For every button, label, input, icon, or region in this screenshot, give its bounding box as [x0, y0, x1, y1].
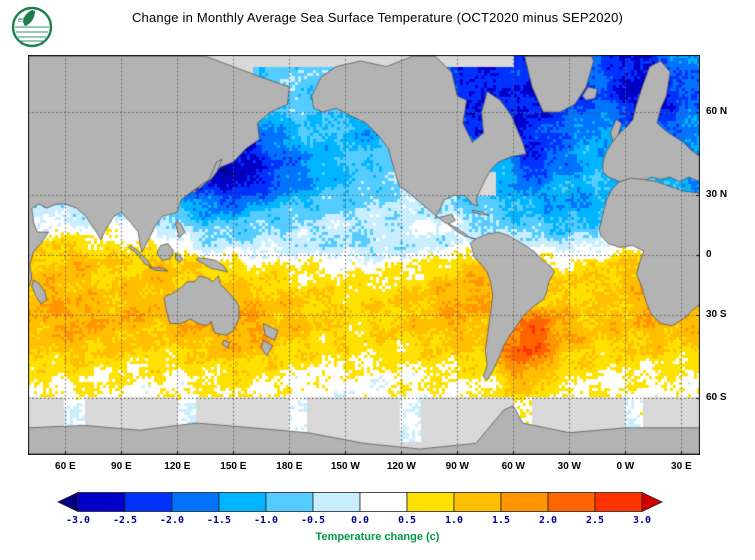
lat-tick-label: 30 S — [706, 308, 727, 320]
colorbar-tick-label: 0.5 — [397, 515, 417, 526]
colorbar-tick-label: 1.5 — [491, 515, 511, 526]
colorbar-tick-label: -0.5 — [300, 515, 326, 526]
colorbar-tick-label: 0.0 — [350, 515, 370, 526]
figure-title: Change in Monthly Average Sea Surface Te… — [131, 10, 624, 25]
lon-tick-label: 180 E — [276, 461, 303, 472]
map-area — [28, 55, 700, 455]
lon-tick-label: 0 W — [616, 461, 635, 472]
logo-text: esrl — [18, 17, 30, 24]
colorbar-tick-label: -3.0 — [65, 515, 91, 526]
lon-tick-label: 60 E — [55, 461, 76, 472]
lat-tick-label: 0 — [706, 249, 712, 260]
lon-tick-label: 120 W — [386, 461, 416, 472]
lon-tick-label: 90 E — [111, 461, 132, 472]
sst-anomaly-map-canvas — [28, 55, 700, 455]
lon-tick-label: 120 E — [164, 461, 191, 472]
colorbar-tick-label: 1.0 — [444, 515, 464, 526]
esrl-logo-icon: esrl — [11, 6, 53, 48]
colorbar-tick-label: -2.0 — [159, 515, 185, 526]
colorbar-label: Temperature change (c) — [315, 531, 440, 543]
colorbar-tick-label: -2.5 — [112, 515, 138, 526]
lon-tick-label: 30 W — [557, 461, 581, 472]
lon-tick-label: 60 W — [501, 461, 525, 472]
lat-tick-label: 60 N — [706, 106, 728, 118]
colorbar-tick-label: -1.0 — [253, 515, 279, 526]
colorbar-tick-label: 2.0 — [538, 515, 558, 526]
colorbar-tick-label: 3.0 — [632, 515, 652, 526]
colorbar-tick-label: 2.5 — [585, 515, 605, 526]
lat-tick-label: 60 S — [706, 391, 727, 403]
colorbar-tick-label: -1.5 — [206, 515, 232, 526]
lat-tick-label: 30 N — [706, 189, 728, 201]
lon-tick-label: 90 W — [445, 461, 469, 472]
colorbar — [57, 492, 663, 512]
lon-tick-label: 150 W — [330, 461, 360, 472]
lon-tick-label: 150 E — [220, 461, 247, 472]
noaa-esrl-logo: esrl — [10, 5, 54, 49]
lon-tick-label: 30 E — [671, 461, 692, 472]
